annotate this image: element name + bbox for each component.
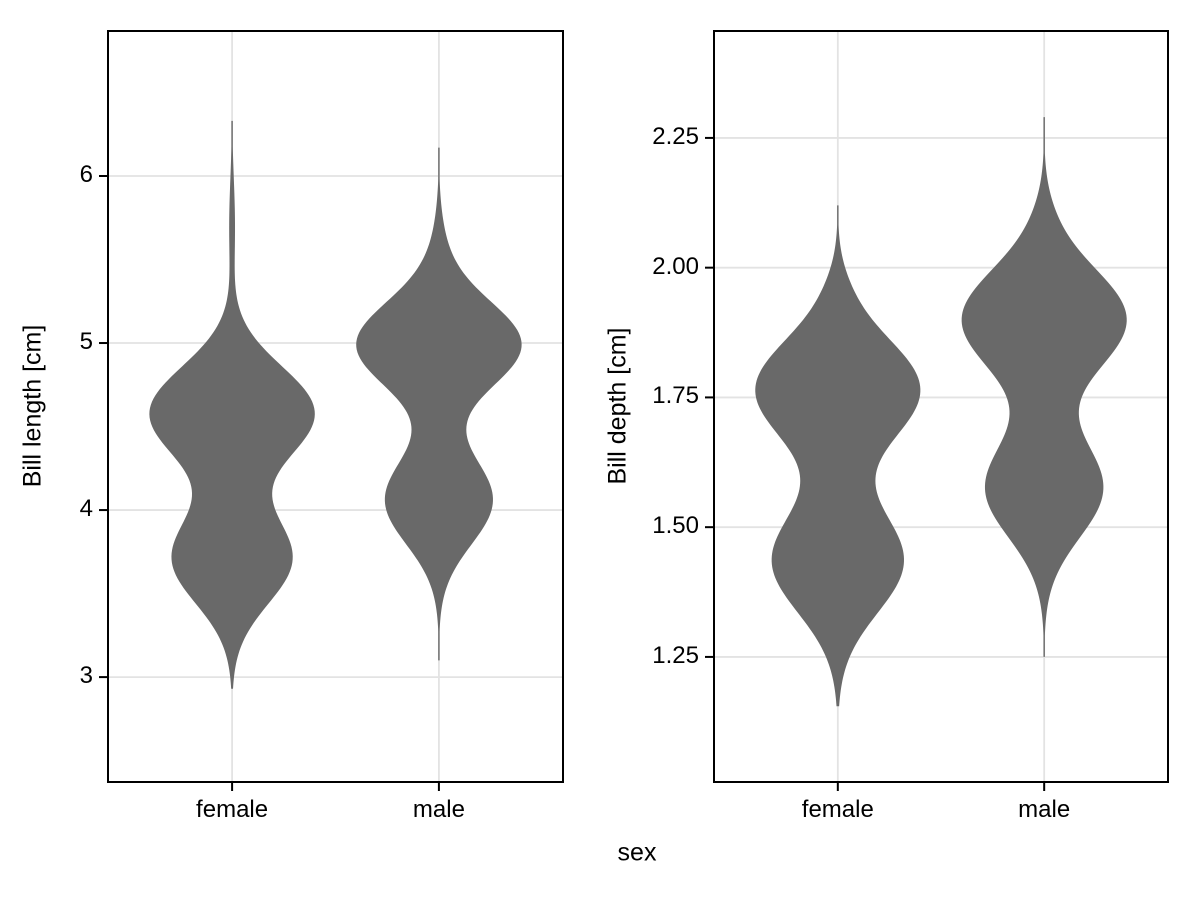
y-tick-label-1.50: 1.50 — [652, 512, 699, 540]
y-axis-title-bill-length: Bill length [cm] — [18, 324, 47, 488]
y-tick-label-2.00: 2.00 — [652, 252, 699, 280]
x-tick-label-male: male — [1018, 796, 1071, 823]
y-tick-label-4: 4 — [79, 494, 93, 522]
x-axis-title: sex — [617, 838, 657, 867]
violin-bill-depth-female — [755, 205, 921, 707]
x-tick-label-female: female — [196, 796, 269, 823]
violin-bill-depth-male — [961, 117, 1127, 657]
y-tick-label-3: 3 — [79, 661, 93, 689]
x-tick-label-male: male — [412, 796, 465, 823]
panel-border — [107, 30, 564, 783]
x-tick-label-female: female — [801, 796, 874, 823]
y-tick-label-1.75: 1.75 — [652, 382, 699, 410]
y-axis-title-bill-depth: Bill depth [cm] — [603, 327, 632, 485]
y-tick-label-2.25: 2.25 — [652, 122, 699, 150]
violin-bill-length-male — [356, 147, 522, 661]
violin-bill-length-female — [149, 120, 315, 689]
y-tick-label-1.25: 1.25 — [652, 641, 699, 669]
y-tick-label-6: 6 — [79, 160, 93, 188]
panel-border — [713, 30, 1169, 783]
y-tick-label-5: 5 — [79, 327, 93, 355]
